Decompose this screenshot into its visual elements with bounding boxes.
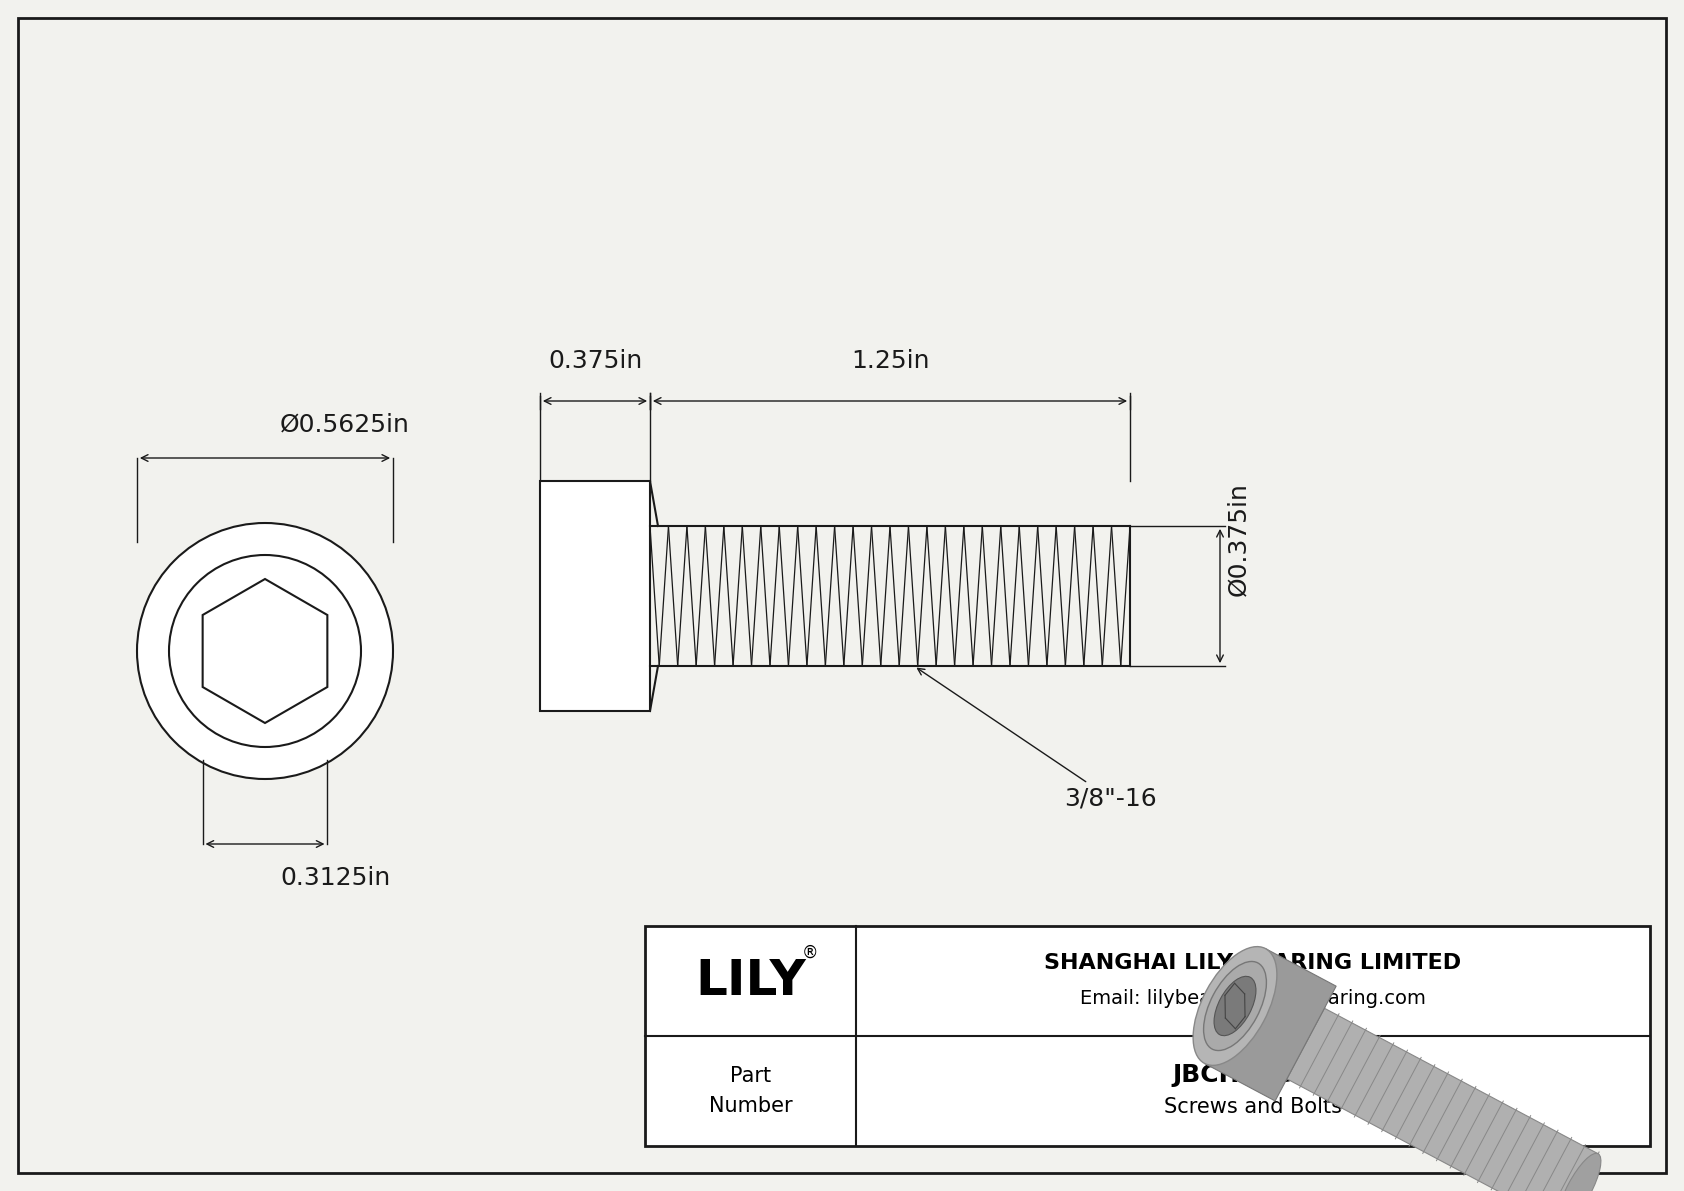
Ellipse shape bbox=[1204, 961, 1266, 1050]
Bar bbox=[645, 925, 1650, 1146]
Polygon shape bbox=[1287, 1009, 1598, 1191]
Text: ®: ® bbox=[802, 944, 818, 962]
Text: Email: lilybearing@lily-bearing.com: Email: lilybearing@lily-bearing.com bbox=[1079, 990, 1426, 1009]
Text: 0.375in: 0.375in bbox=[547, 349, 642, 373]
Circle shape bbox=[136, 523, 392, 779]
Text: JBCHEADBC: JBCHEADBC bbox=[1172, 1064, 1334, 1087]
Polygon shape bbox=[1204, 948, 1335, 1100]
Text: LILY: LILY bbox=[695, 958, 807, 1005]
Text: SHANGHAI LILY BEARING LIMITED: SHANGHAI LILY BEARING LIMITED bbox=[1044, 953, 1462, 973]
Bar bbox=[541, 481, 650, 711]
Text: Part
Number: Part Number bbox=[709, 1066, 793, 1116]
Ellipse shape bbox=[1192, 947, 1276, 1066]
Ellipse shape bbox=[1558, 1153, 1601, 1191]
Text: 1.25in: 1.25in bbox=[850, 349, 930, 373]
Text: 3/8"-16: 3/8"-16 bbox=[918, 668, 1157, 810]
Text: 0.3125in: 0.3125in bbox=[280, 866, 391, 890]
Text: Ø0.5625in: Ø0.5625in bbox=[280, 412, 409, 436]
Text: Ø0.375in: Ø0.375in bbox=[1226, 482, 1250, 596]
Ellipse shape bbox=[1214, 977, 1256, 1036]
Text: Screws and Bolts: Screws and Bolts bbox=[1164, 1097, 1342, 1117]
